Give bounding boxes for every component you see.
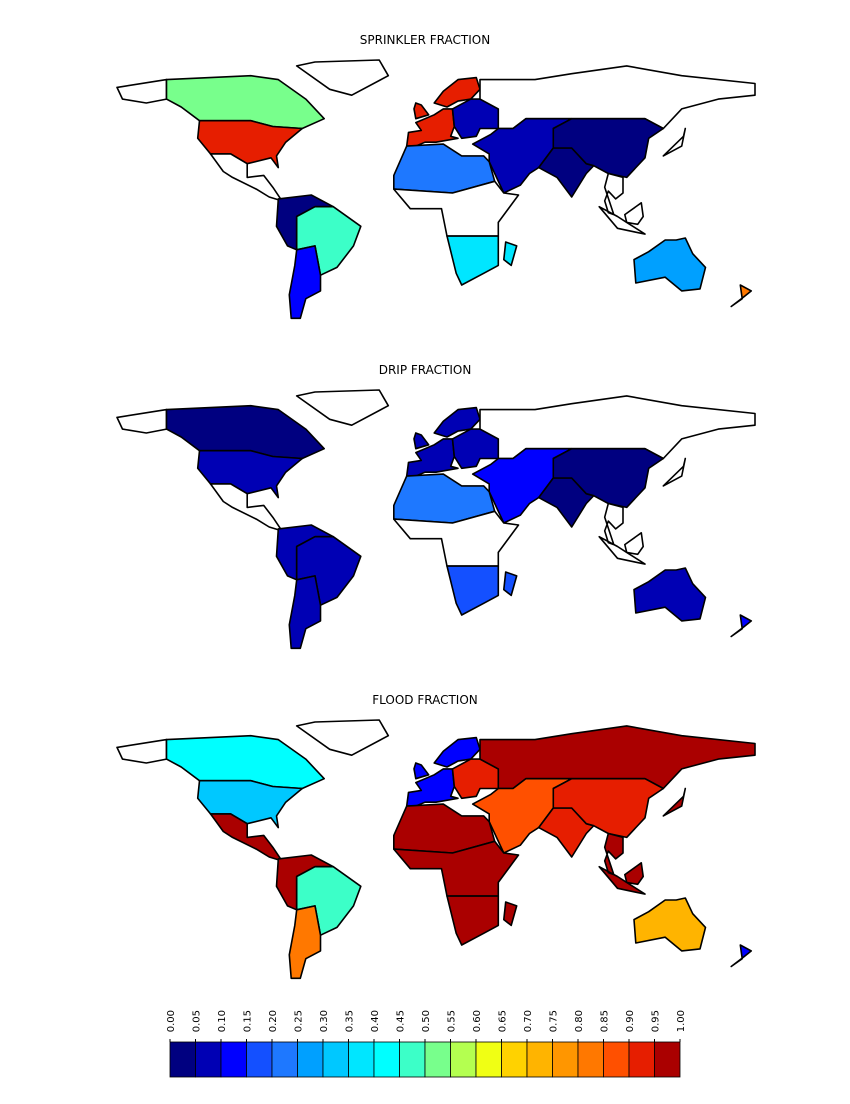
map-region [451, 428, 500, 470]
colorbar-tick-label: 0.00 [166, 1010, 177, 1032]
map-region [393, 840, 520, 897]
colorbar-cell [399, 1041, 426, 1078]
colorbar-tick-label: 0.15 [243, 1010, 254, 1032]
map-region [116, 738, 168, 764]
colorbar-cell [195, 1041, 222, 1078]
map-region [451, 98, 500, 140]
panel-title: DRIP FRACTION [379, 363, 472, 377]
colorbar-tick-label: 0.60 [472, 1010, 483, 1032]
colorbar-tick-label: 1.00 [676, 1010, 687, 1032]
map-region [116, 408, 168, 434]
map-region [196, 449, 303, 499]
map-region [295, 719, 390, 756]
map-region [552, 777, 665, 839]
colorbar-cell [373, 1041, 400, 1078]
colorbar-tick-label: 0.85 [600, 1010, 611, 1032]
map-region [446, 565, 518, 616]
map-region [730, 944, 753, 968]
panel-title: SPRINKLER FRACTION [360, 33, 490, 47]
colorbar-tick-label: 0.35 [345, 1010, 356, 1032]
map-region [288, 905, 322, 980]
colorbar-tick-label: 0.65 [498, 1010, 509, 1032]
colorbar-tick-label: 0.90 [625, 1010, 636, 1032]
colorbar-tick-label: 0.30 [319, 1010, 330, 1032]
map-region [552, 447, 665, 509]
map-region [552, 117, 665, 179]
colorbar-tick-label: 0.50 [421, 1010, 432, 1032]
panel-title: FLOOD FRACTION [372, 693, 478, 707]
map-region [598, 457, 687, 565]
colorbar-tick-label: 0.75 [549, 1010, 560, 1032]
map-region [393, 510, 520, 567]
map-region [288, 575, 322, 650]
colorbar-cell [603, 1041, 630, 1078]
colorbar-cell [271, 1041, 298, 1078]
colorbar-cell [220, 1041, 247, 1078]
colorbar-tick-label: 0.20 [268, 1010, 279, 1032]
colorbar-cell [552, 1041, 579, 1078]
colorbar-tick-label: 0.55 [447, 1010, 458, 1032]
map-panel: DRIP FRACTION [116, 363, 756, 650]
map-region [598, 787, 687, 895]
map-region [196, 119, 303, 169]
map-region [116, 78, 168, 104]
colorbar-cell [169, 1041, 196, 1078]
map-region [633, 237, 707, 292]
colorbar-cell [450, 1041, 477, 1078]
map-region [730, 614, 753, 638]
map-region [446, 235, 518, 286]
colorbar-tick-label: 0.45 [396, 1010, 407, 1032]
map-region [446, 895, 518, 946]
colorbar-cell [475, 1041, 502, 1078]
map-region [209, 483, 283, 532]
colorbar-tick-label: 0.05 [192, 1010, 203, 1032]
colorbar-tick-label: 0.10 [217, 1010, 228, 1032]
map-region [633, 897, 707, 952]
colorbar-cell [501, 1041, 528, 1078]
map-region [598, 127, 687, 235]
colorbar-tick-label: 0.25 [294, 1010, 305, 1032]
map-region [451, 758, 500, 800]
map-region [295, 389, 390, 426]
colorbar-cell [628, 1041, 655, 1078]
map-region [209, 813, 283, 862]
colorbar-tick-label: 0.70 [523, 1010, 534, 1032]
map-region [288, 245, 322, 320]
colorbar-tick-label: 0.40 [370, 1010, 381, 1032]
colorbar-cell [322, 1041, 349, 1078]
map-region [196, 779, 303, 829]
colorbar-cell [654, 1041, 681, 1078]
colorbar-cell [246, 1041, 273, 1078]
colorbar-cell [424, 1041, 451, 1078]
colorbar-cell [577, 1041, 604, 1078]
map-region [730, 284, 753, 308]
map-panel: FLOOD FRACTION [116, 693, 756, 980]
map-region [393, 180, 520, 237]
map-panel: SPRINKLER FRACTION [116, 33, 756, 320]
colorbar-cell [348, 1041, 375, 1078]
colorbar-tick-label: 0.80 [574, 1010, 585, 1032]
map-region [295, 59, 390, 96]
colorbar-tick-label: 0.95 [651, 1010, 662, 1032]
colorbar-cell [297, 1041, 324, 1078]
map-region [209, 153, 283, 202]
map-region [633, 567, 707, 622]
colorbar-cell [526, 1041, 553, 1078]
